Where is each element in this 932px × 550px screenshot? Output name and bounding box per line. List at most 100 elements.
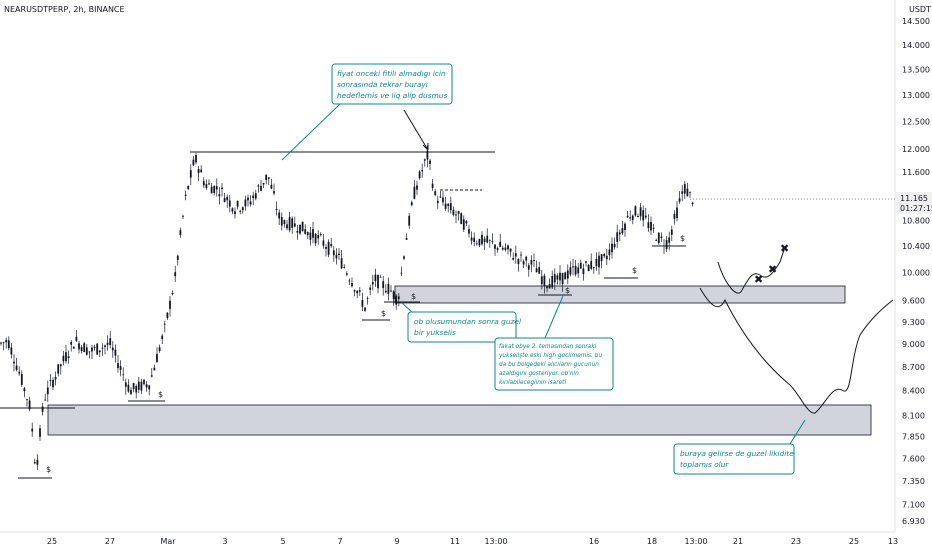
candle-body (488, 239, 491, 241)
annotation-top[interactable]: fiyat onceki fitili almadıgı icin sonras… (281, 63, 453, 161)
time-tick-label: Mar (160, 537, 176, 546)
candle-body (46, 387, 49, 395)
order-block-zone-upper[interactable] (394, 285, 846, 304)
candle-body (205, 184, 208, 188)
time-tick-label: 25 (47, 537, 57, 546)
candle-body (527, 265, 530, 270)
candle-body (673, 214, 676, 219)
candle-body (616, 232, 619, 242)
candle-body (101, 347, 104, 349)
candle-body (67, 356, 70, 358)
annotation-center[interactable]: fakat obye 2. temasından sonraki yukseli… (494, 295, 614, 391)
candle-body (644, 215, 647, 218)
candle-body (262, 182, 265, 185)
candle-body (507, 245, 509, 250)
candle-body (447, 203, 450, 207)
candle-body (166, 312, 169, 319)
annotation-arrow (403, 109, 429, 151)
price-tick-label: 7.100 (902, 501, 925, 510)
candle-body (91, 347, 93, 352)
candle-body (569, 267, 572, 275)
target-x-markers: ✖ ✖ ✖ (754, 242, 789, 286)
candle-body (577, 267, 580, 274)
candle-body (319, 234, 322, 236)
candle-body (600, 254, 603, 262)
candle-body (109, 338, 112, 346)
candle-body (647, 222, 650, 229)
annotation-bottom[interactable]: buraya gelirse de guzel likidite toplamı… (673, 419, 806, 475)
candle-body (332, 250, 335, 256)
price-tick-label: 6.930 (902, 517, 925, 526)
price-axis[interactable]: 14.500 14.000 13.500 13.000 12.500 12.000 11.6… (894, 0, 931, 532)
candle-body (410, 202, 413, 206)
order-block-zone-lower[interactable] (47, 404, 872, 436)
candle-body (106, 342, 109, 345)
candle-body (252, 195, 255, 199)
candle-body (0, 342, 2, 344)
candle-body (455, 214, 457, 216)
price-tick-label: 10.800 (902, 217, 930, 226)
candle-body (434, 191, 437, 196)
candle-body (358, 290, 361, 292)
candle-body (405, 238, 408, 240)
candle-body (156, 354, 158, 363)
time-axis[interactable]: 25 27 Mar 3 5 7 9 11 13:00 16 18 13:00 21 23 25 13 (0, 531, 898, 546)
candle-body (621, 228, 624, 234)
time-tick-label: 13:00 (484, 537, 507, 546)
candle-body (345, 273, 348, 275)
candle-body (98, 350, 101, 353)
last-price-badge (896, 192, 932, 214)
annotation-pointer (281, 103, 341, 161)
annotation-line: azaldıgını gosteriyor. ob'nin (499, 371, 579, 377)
candle-body (26, 399, 28, 401)
candle-body (642, 210, 645, 221)
annotation-box (673, 443, 795, 475)
candle-body (145, 384, 148, 388)
candle-body (111, 347, 114, 351)
candle-body (449, 203, 452, 211)
candle-body (23, 388, 26, 392)
candle-body (80, 347, 83, 352)
candle-body (585, 261, 587, 263)
candle-body (559, 272, 561, 281)
candle-body (135, 386, 138, 393)
time-tick-label: 23 (791, 537, 801, 546)
candle-body (182, 215, 184, 217)
candle-body (75, 336, 78, 341)
scenario-path-2[interactable] (699, 287, 894, 414)
scenario-path-1[interactable] (717, 249, 785, 294)
candle-body (223, 197, 226, 202)
price-tick-label: 12.500 (902, 118, 930, 127)
candle-body (267, 177, 270, 179)
candle-body (260, 186, 262, 191)
candle-body (70, 341, 73, 345)
candle-body (335, 254, 338, 259)
liquidity-dollar-1: $ (46, 465, 51, 474)
countdown-value: 01:27:15 (900, 204, 932, 213)
candle-body (62, 355, 65, 362)
candle-body (330, 243, 333, 247)
candle-body (41, 406, 44, 412)
candle-body (639, 207, 642, 217)
candle-body (234, 211, 236, 215)
candle-body (613, 243, 616, 248)
candle-body (556, 275, 559, 280)
candle-body (416, 185, 418, 190)
annotation-ob[interactable]: ob olusumundan sonra guzel bir yukselis (401, 302, 522, 343)
candle-body (52, 379, 54, 388)
candle-body (543, 275, 546, 287)
candle-body (257, 185, 260, 187)
candle-body (20, 373, 23, 385)
candle-body (598, 255, 600, 268)
candle-body (244, 199, 247, 207)
price-tick-label: 10.400 (902, 242, 930, 251)
candle-body (540, 276, 543, 285)
candle-body (442, 197, 444, 203)
candlestick-series[interactable] (0, 145, 694, 471)
candle-body (650, 222, 652, 231)
price-tick-label: 7.350 (902, 477, 925, 486)
candle-body (382, 281, 385, 289)
candle-body (226, 196, 229, 201)
candle-body (582, 268, 585, 275)
